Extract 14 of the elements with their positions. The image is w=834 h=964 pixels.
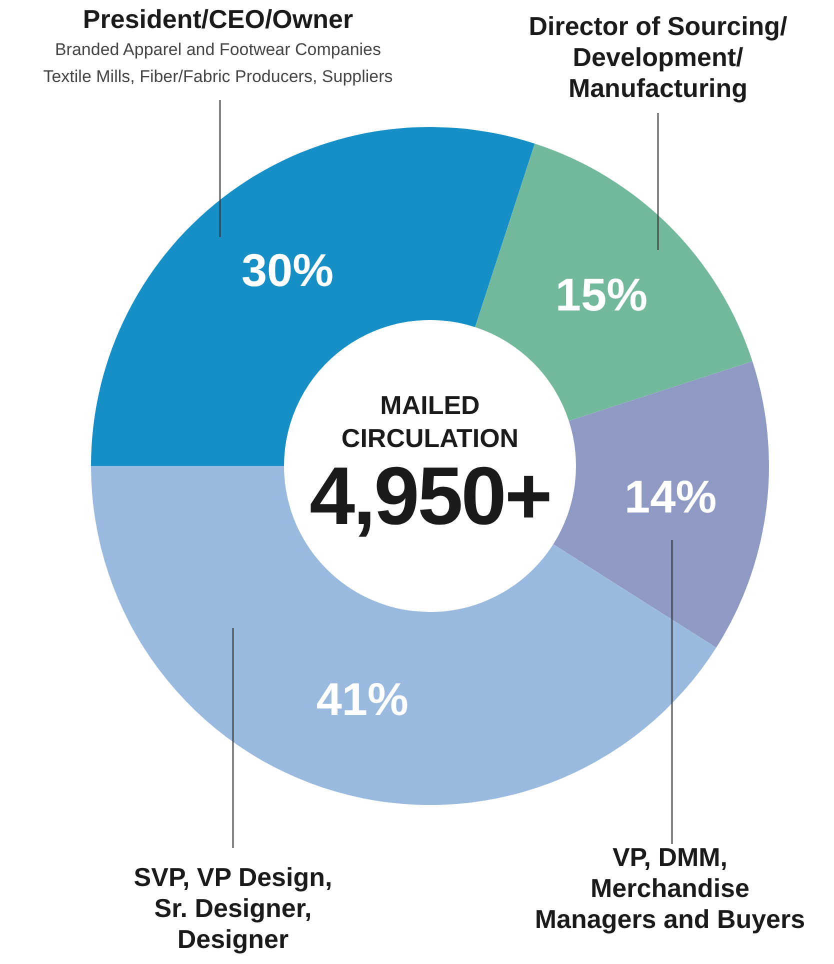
- slice-label: SVP, VP Design, Sr. Designer, Designer: [134, 862, 332, 954]
- donut-slice: [553, 361, 768, 648]
- data-label: 30%: [241, 244, 334, 296]
- text: Branded Apparel and Footwear Companies Textile Mills, Fiber/Fabric Producers, Suppliers: [43, 40, 393, 86]
- slice-label: President/CEO/Owner: [82, 4, 354, 34]
- slice-label: Director of Sourcing/ Development/ Manufacturing: [528, 11, 788, 103]
- slice-label: VP, DMM, Merchandise Managers and Buyers: [534, 842, 806, 934]
- data-label: 14%: [624, 470, 717, 522]
- text: MAILED CIRCULATION: [341, 390, 519, 453]
- data-label: 41%: [316, 672, 408, 725]
- data-label: 15%: [555, 268, 648, 321]
- donut-slice: [91, 128, 535, 466]
- text: 4,950+: [309, 451, 551, 542]
- donut-slice: [91, 466, 716, 805]
